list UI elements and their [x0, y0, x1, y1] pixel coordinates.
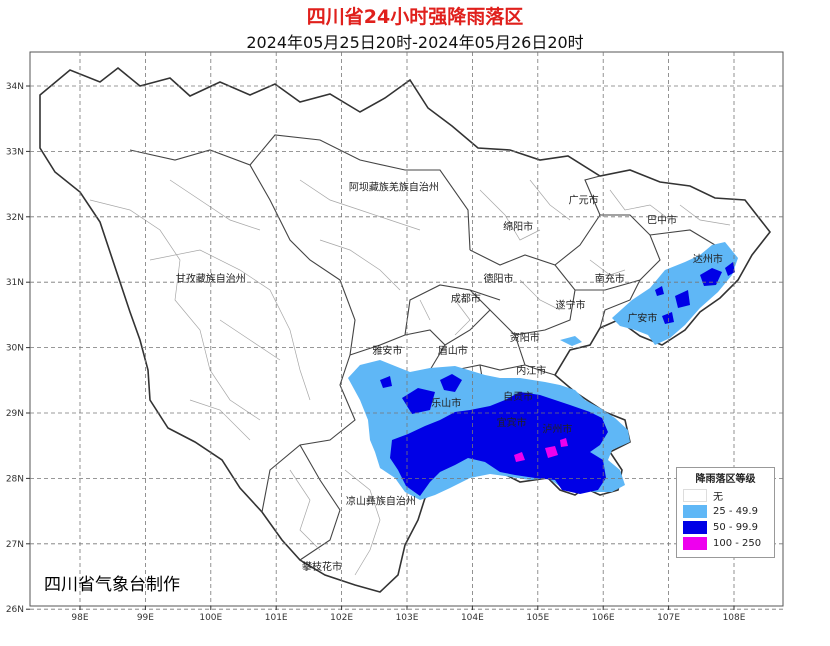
place-label: 资阳市 — [510, 331, 540, 344]
legend-item: 无 — [677, 488, 774, 503]
place-label: 自贡市 — [503, 390, 533, 403]
place-label: 达州市 — [693, 253, 723, 266]
place-label: 阿坝藏族羌族自治州 — [349, 181, 439, 194]
rain-area-100-250 — [514, 438, 568, 462]
lon-tick-label: 105E — [526, 613, 549, 623]
place-label: 遂宁市 — [556, 298, 586, 311]
legend-swatch-50-99 — [683, 521, 707, 534]
lon-tick-label: 103E — [396, 613, 419, 623]
lat-tick-label: 33N — [6, 147, 24, 157]
lon-tick-label: 100E — [199, 613, 222, 623]
map-subtitle: 2024年05月25日20时-2024年05月26日20时 — [246, 33, 584, 52]
place-label: 广安市 — [627, 311, 657, 324]
axis-ticks: 98E 99E 100E 101E 102E 103E 104E 105E 106E 107E 10… — [6, 82, 746, 623]
legend-label: 100 - 250 — [713, 538, 762, 549]
place-label: 宜宾市 — [497, 416, 527, 429]
lat-tick-label: 32N — [6, 213, 24, 223]
place-label: 眉山市 — [438, 344, 468, 357]
lon-tick-label: 99E — [137, 613, 154, 623]
lat-tick-label: 26N — [6, 605, 24, 615]
lon-tick-label: 107E — [657, 613, 680, 623]
lon-tick-label: 106E — [592, 613, 615, 623]
lat-tick-label: 34N — [6, 82, 24, 92]
lon-tick-label: 104E — [461, 613, 484, 623]
place-label: 南充市 — [595, 272, 625, 285]
legend-label: 50 - 99.9 — [713, 522, 758, 533]
legend-swatch-none — [683, 489, 707, 502]
legend-title: 降雨落区等级 — [695, 474, 756, 485]
place-label: 绵阳市 — [503, 220, 533, 233]
legend: 降雨落区等级 无 25 - 49.9 50 - 99.9 100 - 250 — [676, 467, 775, 558]
place-label: 巴中市 — [647, 213, 677, 226]
legend-item: 50 - 99.9 — [677, 520, 774, 535]
place-label: 内江市 — [516, 364, 546, 377]
legend-label: 无 — [713, 492, 723, 503]
legend-swatch-100-250 — [683, 537, 707, 550]
legend-swatch-25-49 — [683, 505, 707, 518]
lon-tick-label: 108E — [723, 613, 746, 623]
graticule — [30, 52, 783, 610]
lat-tick-label: 28N — [6, 474, 24, 484]
legend-item: 25 - 49.9 — [677, 504, 774, 519]
lat-tick-label: 31N — [6, 278, 24, 288]
lon-tick-label: 98E — [71, 613, 88, 623]
lon-tick-label: 101E — [265, 613, 288, 623]
place-label: 雅安市 — [372, 344, 402, 357]
map-title: 四川省24小时强降雨落区 — [306, 6, 524, 28]
place-label: 凉山彝族自治州 — [346, 495, 416, 508]
place-label: 德阳市 — [484, 272, 514, 285]
legend-label: 25 - 49.9 — [713, 506, 758, 517]
place-label: 泸州市 — [542, 423, 572, 436]
place-label: 成都市 — [451, 292, 481, 305]
lat-tick-label: 29N — [6, 409, 24, 419]
legend-item: 100 - 250 — [677, 536, 774, 551]
place-label: 甘孜藏族自治州 — [176, 272, 246, 285]
place-label: 乐山市 — [431, 396, 461, 409]
agency-credit: 四川省气象台制作 — [44, 575, 180, 595]
lat-tick-label: 30N — [6, 344, 24, 354]
lon-tick-label: 102E — [330, 613, 353, 623]
place-label: 攀枝花市 — [302, 560, 342, 573]
place-label: 广元市 — [569, 194, 599, 207]
rain-area-50-99 — [380, 262, 735, 496]
lat-tick-label: 27N — [6, 540, 24, 550]
